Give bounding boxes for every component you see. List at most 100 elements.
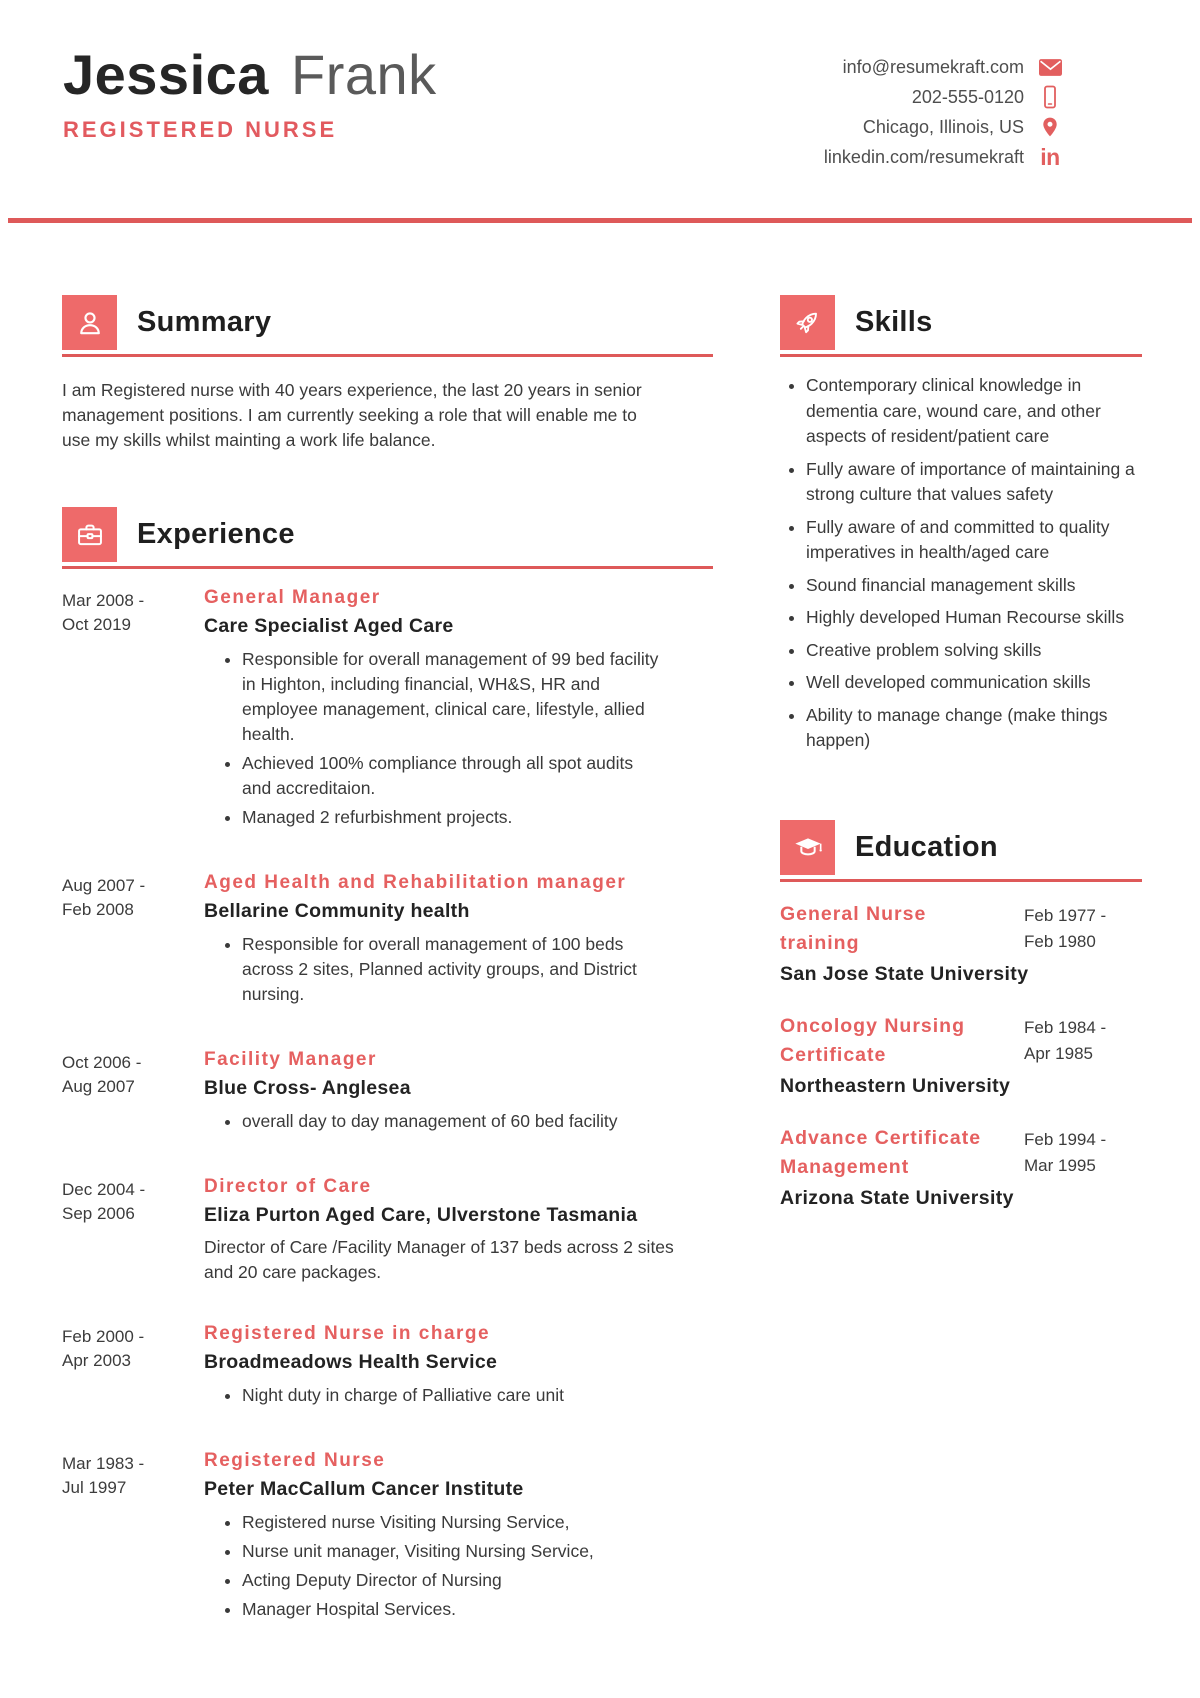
experience-entry: Mar 1983 - Jul 1997 Registered Nurse Pet… xyxy=(62,1450,713,1626)
date-start: Aug 2007 - xyxy=(62,876,146,895)
experience-bullet: Night duty in charge of Palliative care … xyxy=(242,1383,661,1408)
experience-role: Registered Nurse in charge xyxy=(204,1323,491,1344)
contact-row-phone: 202-555-0120 xyxy=(824,82,1062,112)
date-start: Feb 1984 - xyxy=(1024,1017,1107,1037)
experience-role: Aged Health and Rehabilitation manager xyxy=(204,872,627,893)
experience-bullet: Manager Hospital Services. xyxy=(242,1597,661,1622)
experience-bullet: overall day to day management of 60 bed … xyxy=(242,1109,661,1134)
experience-entry: Dec 2004 - Sep 2006 Director of Care Eli… xyxy=(62,1176,713,1285)
experience-bullet: Acting Deputy Director of Nursing xyxy=(242,1568,661,1593)
contact-block: info@resumekraft.com 202-555-0120 Chicag… xyxy=(824,52,1062,172)
date-end: Jul 1997 xyxy=(62,1478,127,1497)
date-start: Mar 1983 - xyxy=(62,1454,145,1473)
phone-icon xyxy=(1038,85,1062,109)
person-icon xyxy=(62,295,117,350)
experience-role: Facility Manager xyxy=(204,1049,377,1070)
experience-role: General Manager xyxy=(204,587,381,608)
experience-dates: Mar 1983 - Jul 1997 xyxy=(62,1450,204,1626)
date-end: Feb 2008 xyxy=(62,900,134,919)
education-entry: General Nurse training Feb 1977 - Feb 19… xyxy=(780,900,1142,986)
education-school: Arizona State University xyxy=(780,1186,1014,1209)
experience-detail: Registered Nurse in charge Broadmeadows … xyxy=(204,1323,713,1412)
education-title: General Nurse training xyxy=(780,902,927,954)
experience-company: Care Specialist Aged Care xyxy=(204,615,454,637)
experience-bullets: Responsible for overall management of 99… xyxy=(204,647,713,830)
date-start: Feb 1994 - xyxy=(1024,1129,1107,1149)
skills-heading: Skills xyxy=(855,306,933,338)
right-column: Skills Contemporary clinical knowledge i… xyxy=(780,295,1142,1210)
header-divider xyxy=(8,218,1192,223)
experience-company: Eliza Purton Aged Care, Ulverstone Tasma… xyxy=(204,1204,638,1226)
experience-dates: Feb 2000 - Apr 2003 xyxy=(62,1323,204,1412)
date-start: Dec 2004 - xyxy=(62,1180,146,1199)
experience-dates: Dec 2004 - Sep 2006 xyxy=(62,1176,204,1285)
education-dates: Feb 1977 - Feb 1980 xyxy=(1024,900,1142,958)
education-entry-top: Advance Certificate Management Feb 1994 … xyxy=(780,1124,1142,1182)
graduation-cap-icon xyxy=(780,819,835,875)
date-end: Mar 1995 xyxy=(1024,1155,1096,1175)
education-section-header: Education xyxy=(780,819,1142,882)
education-entries: General Nurse training Feb 1977 - Feb 19… xyxy=(780,900,1142,1210)
education-dates: Feb 1994 - Mar 1995 xyxy=(1024,1124,1142,1182)
date-start: Mar 2008 - xyxy=(62,591,145,610)
education-school: San Jose State University xyxy=(780,962,1029,985)
skills-section-header: Skills xyxy=(780,295,1142,357)
location-text: Chicago, Illinois, US xyxy=(862,116,1024,137)
date-end: Apr 2003 xyxy=(62,1351,131,1370)
skills-list: Contemporary clinical knowledge in demen… xyxy=(780,373,1142,754)
education-entry-top: Oncology Nursing Certificate Feb 1984 - … xyxy=(780,1012,1142,1070)
education-section: Education General Nurse training Feb 197… xyxy=(780,819,1142,1210)
experience-bullet: Responsible for overall management of 99… xyxy=(242,647,661,747)
date-end: Sep 2006 xyxy=(62,1204,135,1223)
first-name: Jessica xyxy=(63,43,269,106)
education-school: Northeastern University xyxy=(780,1074,1011,1097)
skill-item: Well developed communication skills xyxy=(806,670,1142,696)
experience-bullet: Registered nurse Visiting Nursing Servic… xyxy=(242,1510,661,1535)
experience-bullets: Registered nurse Visiting Nursing Servic… xyxy=(204,1510,713,1622)
envelope-icon xyxy=(1038,58,1062,76)
skill-item: Fully aware of importance of maintaining… xyxy=(806,457,1142,508)
experience-bullets: Responsible for overall management of 10… xyxy=(204,932,713,1007)
linkedin-icon: in xyxy=(1040,143,1060,170)
skill-item: Fully aware of and committed to quality … xyxy=(806,515,1142,566)
skill-item: Sound financial management skills xyxy=(806,573,1142,599)
experience-section: Experience Mar 2008 - Oct 2019 General M… xyxy=(62,507,713,1626)
linkedin-text: linkedin.com/resumekraft xyxy=(823,146,1024,167)
education-heading: Education xyxy=(855,830,998,863)
skill-item: Contemporary clinical knowledge in demen… xyxy=(806,373,1142,450)
skill-item: Ability to manage change (make things ha… xyxy=(806,703,1142,754)
experience-company: Bellarine Community health xyxy=(204,900,470,922)
experience-bullet: Achieved 100% compliance through all spo… xyxy=(242,751,661,801)
experience-detail: General Manager Care Specialist Aged Car… xyxy=(204,587,713,834)
experience-bullets: overall day to day management of 60 bed … xyxy=(204,1109,713,1134)
briefcase-icon xyxy=(62,507,117,562)
experience-dates: Oct 2006 - Aug 2007 xyxy=(62,1049,204,1138)
experience-bullet: Managed 2 refurbishment projects. xyxy=(242,805,661,830)
date-start: Oct 2006 - xyxy=(62,1053,142,1072)
phone-text: 202-555-0120 xyxy=(911,86,1024,107)
location-icon xyxy=(1038,115,1062,139)
rocket-icon xyxy=(780,295,835,350)
experience-entry: Mar 2008 - Oct 2019 General Manager Care… xyxy=(62,587,713,834)
experience-description: Director of Care /Facility Manager of 13… xyxy=(204,1237,674,1282)
education-entry: Oncology Nursing Certificate Feb 1984 - … xyxy=(780,1012,1142,1098)
experience-entry: Feb 2000 - Apr 2003 Registered Nurse in … xyxy=(62,1323,713,1412)
contact-row-email: info@resumekraft.com xyxy=(824,52,1062,82)
experience-dates: Mar 2008 - Oct 2019 xyxy=(62,587,204,834)
experience-detail: Facility Manager Blue Cross- Anglesea ov… xyxy=(204,1049,713,1138)
last-name: Frank xyxy=(291,43,437,106)
job-title: REGISTERED NURSE xyxy=(63,116,338,142)
experience-entry: Oct 2006 - Aug 2007 Facility Manager Blu… xyxy=(62,1049,713,1138)
experience-heading: Experience xyxy=(137,518,295,550)
education-title: Advance Certificate Management xyxy=(780,1126,982,1178)
experience-detail: Director of Care Eliza Purton Aged Care,… xyxy=(204,1176,713,1285)
education-entry: Advance Certificate Management Feb 1994 … xyxy=(780,1124,1142,1210)
skill-item: Creative problem solving skills xyxy=(806,638,1142,664)
experience-dates: Aug 2007 - Feb 2008 xyxy=(62,872,204,1011)
experience-bullets: Night duty in charge of Palliative care … xyxy=(204,1383,713,1408)
experience-entry: Aug 2007 - Feb 2008 Aged Health and Reha… xyxy=(62,872,713,1011)
education-entry-top: General Nurse training Feb 1977 - Feb 19… xyxy=(780,900,1142,958)
summary-section: Summary I am Registered nurse with 40 ye… xyxy=(62,295,713,453)
experience-bullet: Nurse unit manager, Visiting Nursing Ser… xyxy=(242,1539,661,1564)
summary-heading: Summary xyxy=(137,306,272,338)
